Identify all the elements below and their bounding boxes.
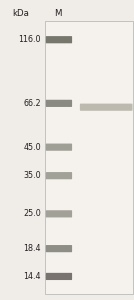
Text: 45.0: 45.0 bbox=[23, 143, 41, 152]
FancyBboxPatch shape bbox=[46, 36, 72, 43]
FancyBboxPatch shape bbox=[46, 100, 72, 107]
FancyBboxPatch shape bbox=[46, 210, 72, 218]
Text: 14.4: 14.4 bbox=[23, 272, 41, 281]
FancyBboxPatch shape bbox=[80, 103, 133, 111]
Text: 116.0: 116.0 bbox=[18, 35, 41, 44]
FancyBboxPatch shape bbox=[46, 144, 72, 151]
FancyBboxPatch shape bbox=[46, 273, 72, 280]
Text: M: M bbox=[55, 9, 62, 18]
Text: 35.0: 35.0 bbox=[23, 171, 41, 180]
Text: kDa: kDa bbox=[12, 9, 29, 18]
FancyBboxPatch shape bbox=[46, 245, 72, 252]
Text: 25.0: 25.0 bbox=[23, 209, 41, 218]
FancyBboxPatch shape bbox=[45, 21, 133, 294]
Text: 18.4: 18.4 bbox=[23, 244, 41, 253]
Text: 66.2: 66.2 bbox=[23, 99, 41, 108]
FancyBboxPatch shape bbox=[46, 172, 72, 179]
